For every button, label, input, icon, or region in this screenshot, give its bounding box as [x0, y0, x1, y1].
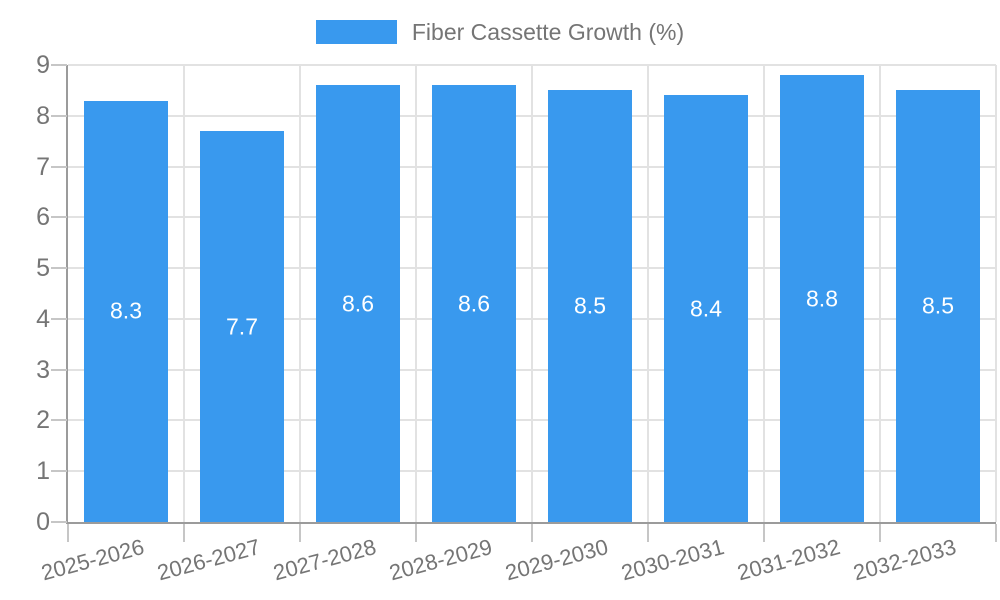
y-axis-tick — [51, 267, 67, 270]
y-axis-tick — [51, 216, 67, 219]
y-axis-tick — [51, 114, 67, 117]
y-axis-tick — [51, 64, 67, 66]
y-axis-tick-label: 0 — [36, 508, 50, 536]
x-axis-tick-label: 2029-2030 — [502, 534, 611, 586]
bar-value-label: 7.7 — [226, 313, 258, 339]
bar: 8.4 — [664, 95, 748, 522]
y-axis-tick-label: 9 — [36, 51, 50, 79]
x-axis-tick-label: 2026-2027 — [154, 534, 263, 586]
bar: 8.5 — [896, 90, 980, 522]
legend-item[interactable]: Fiber Cassette Growth (%) — [0, 16, 1000, 48]
x-axis-tick — [183, 524, 185, 542]
x-axis-tick — [67, 524, 69, 542]
y-axis-tick — [51, 317, 67, 320]
x-axis-tick-label: 2032-2033 — [850, 534, 959, 586]
x-axis-tick — [415, 524, 417, 542]
x-axis-tick — [299, 524, 301, 542]
x-axis-tick-label: 2031-2032 — [734, 534, 843, 586]
y-axis-tick-label: 7 — [36, 152, 50, 181]
v-gridline — [995, 65, 997, 522]
x-axis-tick — [647, 524, 649, 542]
v-gridline — [299, 65, 301, 522]
v-gridline — [415, 65, 417, 522]
x-axis-tick — [995, 524, 997, 542]
v-gridline — [531, 65, 533, 522]
v-gridline — [879, 65, 881, 522]
y-axis-tick — [51, 470, 67, 473]
bar-value-label: 8.3 — [110, 297, 142, 324]
y-axis-tick-label: 2 — [36, 406, 50, 435]
y-axis-tick-label: 3 — [36, 355, 50, 384]
x-axis-tick-label: 2030-2031 — [618, 534, 727, 586]
plot-area: 8.3 7.7 8.6 8.6 8.5 8.4 8.8 8.5 — [66, 64, 997, 524]
bar-value-label: 8.6 — [342, 290, 374, 317]
y-axis-tick-label: 1 — [36, 457, 50, 486]
y-axis-tick-label: 6 — [36, 203, 50, 232]
v-gridline — [183, 65, 185, 522]
bar: 8.8 — [780, 75, 864, 522]
bar: 8.6 — [316, 85, 400, 522]
y-axis-tick — [51, 521, 67, 523]
y-axis-tick — [51, 165, 67, 168]
legend-swatch[interactable] — [315, 20, 397, 44]
x-axis-tick-label: 2025-2026 — [38, 534, 147, 586]
x-axis-tick-label: 2028-2029 — [386, 534, 495, 586]
x-axis-tick — [879, 524, 881, 542]
bar-value-label: 8.6 — [458, 290, 490, 317]
bar-value-label: 8.5 — [922, 292, 954, 319]
y-axis-tick-label: 5 — [36, 254, 50, 283]
legend-label[interactable]: Fiber Cassette Growth (%) — [411, 18, 685, 45]
bar: 8.5 — [548, 90, 632, 522]
y-axis-tick — [51, 368, 67, 371]
bar: 8.3 — [84, 100, 168, 522]
x-axis-tick — [763, 524, 765, 542]
y-axis-tick — [51, 419, 67, 422]
bar: 8.6 — [432, 85, 516, 522]
x-axis-tick — [531, 524, 533, 542]
x-axis-tick-label: 2027-2028 — [270, 534, 379, 586]
v-gridline — [763, 65, 765, 522]
y-axis-tick-label: 8 — [36, 101, 50, 130]
v-gridline — [647, 65, 649, 522]
y-axis-tick-label: 4 — [36, 304, 50, 333]
bar: 7.7 — [200, 131, 284, 522]
bar-value-label: 8.8 — [806, 285, 838, 312]
bar-value-label: 8.5 — [574, 292, 606, 319]
bar-value-label: 8.4 — [690, 295, 722, 322]
